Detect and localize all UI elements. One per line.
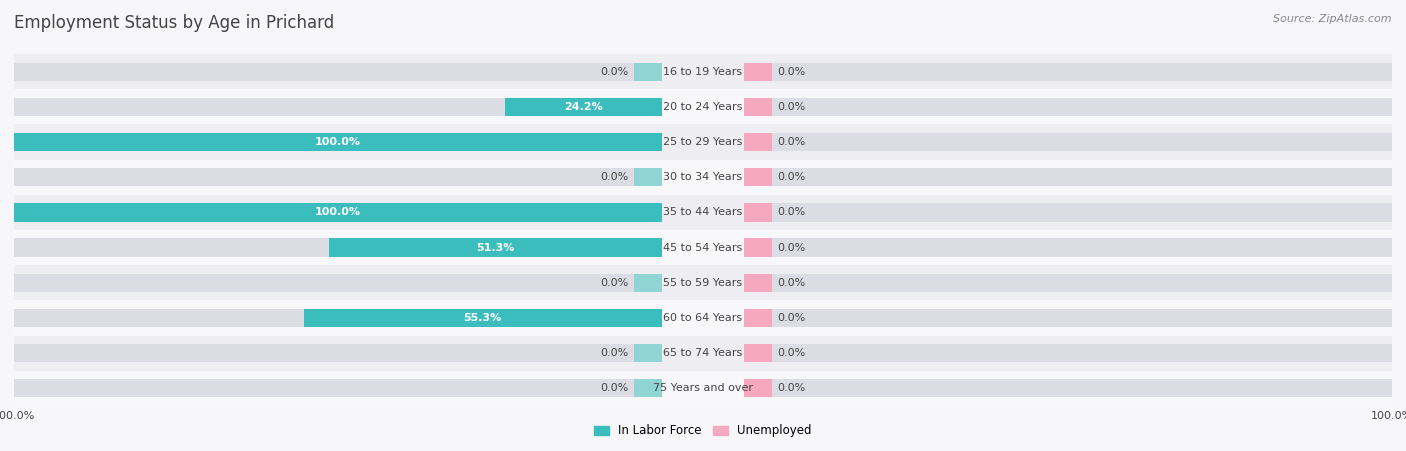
Bar [744, 133, 1392, 151]
Bar [744, 98, 772, 116]
Text: 25 to 29 Years: 25 to 29 Years [664, 137, 742, 147]
Bar [744, 63, 1392, 81]
Legend: In Labor Force, Unemployed: In Labor Force, Unemployed [589, 420, 817, 442]
Bar [14, 371, 1392, 406]
Bar [744, 309, 1392, 327]
Bar [744, 98, 1392, 116]
Text: 100.0%: 100.0% [315, 137, 361, 147]
Bar [744, 168, 772, 186]
Text: Employment Status by Age in Prichard: Employment Status by Age in Prichard [14, 14, 335, 32]
Text: 0.0%: 0.0% [778, 172, 806, 182]
Bar [14, 168, 662, 186]
Text: 100.0%: 100.0% [315, 207, 361, 217]
Bar [329, 239, 662, 257]
Bar [744, 203, 772, 221]
Bar [14, 239, 662, 257]
Bar [744, 379, 1392, 397]
Bar [744, 309, 772, 327]
Bar [744, 344, 1392, 362]
Bar [744, 344, 772, 362]
Text: 75 Years and over: 75 Years and over [652, 383, 754, 393]
Bar [14, 54, 1392, 89]
Text: 55 to 59 Years: 55 to 59 Years [664, 278, 742, 288]
Text: 0.0%: 0.0% [778, 313, 806, 323]
Text: 45 to 54 Years: 45 to 54 Years [664, 243, 742, 253]
Bar [744, 274, 772, 292]
Text: 0.0%: 0.0% [600, 278, 628, 288]
Text: 0.0%: 0.0% [600, 383, 628, 393]
Bar [14, 195, 1392, 230]
Text: 51.3%: 51.3% [477, 243, 515, 253]
Bar [505, 98, 662, 116]
Text: 0.0%: 0.0% [778, 383, 806, 393]
Bar [634, 344, 662, 362]
Bar [14, 230, 1392, 265]
Bar [744, 239, 1392, 257]
Text: 16 to 19 Years: 16 to 19 Years [664, 67, 742, 77]
Bar [634, 168, 662, 186]
Text: 60 to 64 Years: 60 to 64 Years [664, 313, 742, 323]
Bar [744, 274, 1392, 292]
Bar [14, 98, 662, 116]
Text: 30 to 34 Years: 30 to 34 Years [664, 172, 742, 182]
Text: 0.0%: 0.0% [778, 207, 806, 217]
Bar [744, 133, 772, 151]
Bar [744, 203, 1392, 221]
Text: 55.3%: 55.3% [464, 313, 502, 323]
Bar [744, 63, 772, 81]
Text: 65 to 74 Years: 65 to 74 Years [664, 348, 742, 358]
Bar [634, 63, 662, 81]
Text: 0.0%: 0.0% [778, 102, 806, 112]
Bar [14, 124, 1392, 160]
Bar [14, 265, 1392, 300]
Text: 0.0%: 0.0% [600, 172, 628, 182]
Text: 35 to 44 Years: 35 to 44 Years [664, 207, 742, 217]
Bar [14, 203, 662, 221]
Bar [14, 133, 662, 151]
Bar [14, 379, 662, 397]
Bar [14, 133, 662, 151]
Text: 0.0%: 0.0% [778, 348, 806, 358]
Text: Source: ZipAtlas.com: Source: ZipAtlas.com [1274, 14, 1392, 23]
Bar [14, 89, 1392, 124]
Bar [14, 274, 662, 292]
Text: 0.0%: 0.0% [600, 67, 628, 77]
Text: 24.2%: 24.2% [564, 102, 603, 112]
Bar [14, 336, 1392, 371]
Bar [14, 63, 662, 81]
Text: 0.0%: 0.0% [778, 278, 806, 288]
Bar [304, 309, 662, 327]
Bar [14, 203, 662, 221]
Bar [744, 168, 1392, 186]
Bar [14, 160, 1392, 195]
Text: 0.0%: 0.0% [600, 348, 628, 358]
Bar [14, 300, 1392, 336]
Bar [14, 309, 662, 327]
Bar [744, 379, 772, 397]
Bar [634, 379, 662, 397]
Text: 0.0%: 0.0% [778, 67, 806, 77]
Text: 0.0%: 0.0% [778, 137, 806, 147]
Bar [634, 274, 662, 292]
Bar [744, 239, 772, 257]
Text: 20 to 24 Years: 20 to 24 Years [664, 102, 742, 112]
Text: 0.0%: 0.0% [778, 243, 806, 253]
Bar [14, 344, 662, 362]
